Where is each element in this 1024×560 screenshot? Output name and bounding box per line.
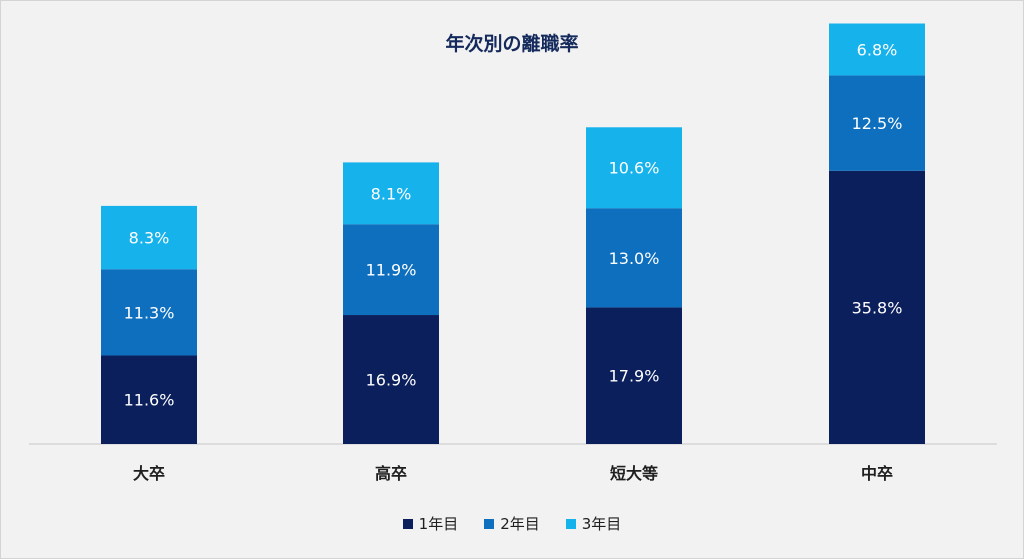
data-label: 35.8% — [852, 298, 903, 317]
data-label: 12.5% — [852, 114, 903, 133]
bar-segment — [101, 205, 197, 270]
legend-swatch — [565, 518, 576, 529]
data-label: 11.6% — [124, 391, 175, 410]
data-label: 16.9% — [366, 371, 417, 390]
bar-segment — [586, 307, 682, 444]
bar-segment — [829, 23, 925, 76]
legend-label: 3年目 — [581, 515, 622, 533]
data-label: 10.6% — [609, 159, 660, 178]
data-label: 11.9% — [366, 261, 417, 280]
data-label: 6.8% — [857, 40, 898, 59]
bar-segment — [343, 224, 439, 316]
data-label: 17.9% — [609, 367, 660, 386]
legend-item: 3年目 — [565, 513, 622, 534]
bar-segment — [586, 127, 682, 209]
x-tick-label: 中卒 — [861, 464, 893, 483]
chart-title: 年次別の離職率 — [445, 33, 579, 55]
legend-label: 1年目 — [418, 515, 459, 533]
bar-segment — [829, 170, 925, 444]
bar-segment — [586, 208, 682, 308]
legend-item: 2年目 — [484, 513, 540, 534]
data-label: 8.3% — [129, 229, 170, 248]
bar-segment — [829, 75, 925, 171]
data-label: 11.3% — [124, 303, 175, 322]
x-tick-label: 短大等 — [610, 464, 658, 483]
bar-segment — [101, 269, 197, 356]
x-tick-label: 高卒 — [375, 464, 407, 483]
data-label: 8.1% — [371, 184, 412, 203]
legend-item: 1年目 — [402, 513, 459, 534]
legend-swatch — [402, 518, 413, 529]
bar-segment — [101, 355, 197, 444]
legend-label: 2年目 — [500, 515, 540, 533]
chart-legend: 1年目 2年目 3年目 — [1, 513, 1023, 534]
bar-segment — [343, 162, 439, 225]
bar-segment — [343, 315, 439, 444]
data-label: 13.0% — [609, 249, 660, 268]
legend-swatch — [484, 518, 495, 529]
x-tick-label: 大卒 — [133, 464, 165, 483]
